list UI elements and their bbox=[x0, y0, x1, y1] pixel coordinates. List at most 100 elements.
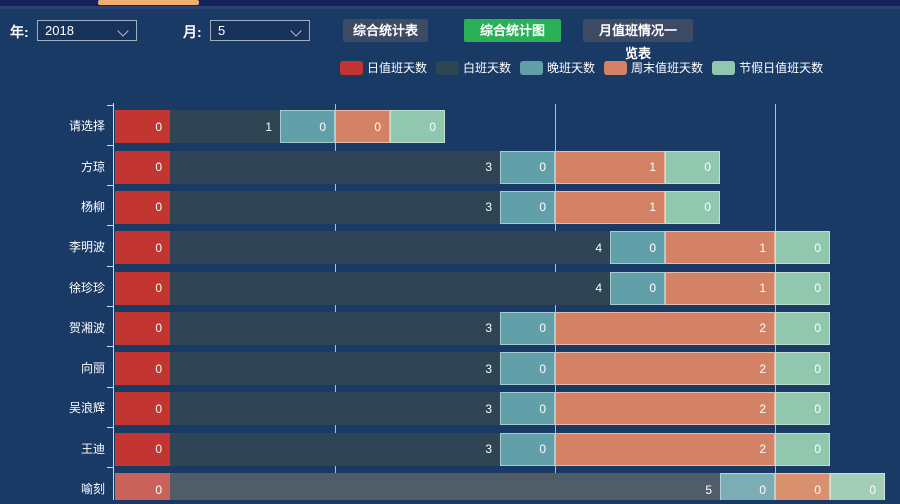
bar-value-label: 0 bbox=[319, 119, 326, 134]
bar-segment[interactable]: 0 bbox=[115, 432, 170, 466]
bar-segment[interactable]: 0 bbox=[775, 432, 830, 466]
bar-segment[interactable]: 3 bbox=[170, 432, 500, 466]
bar-segment[interactable]: 3 bbox=[170, 311, 500, 345]
bar-segment[interactable]: 0 bbox=[665, 190, 720, 224]
chart-legend: 日值班天数 白班天数 晚班天数 周末值班天数 节假日值班天数 bbox=[340, 59, 823, 76]
bar-value-label: 0 bbox=[814, 482, 821, 497]
legend-label: 节假日值班天数 bbox=[739, 61, 824, 75]
bar-segment[interactable]: 0 bbox=[500, 190, 555, 224]
bar-value-label: 0 bbox=[539, 361, 546, 376]
bar-segment[interactable]: 0 bbox=[115, 190, 170, 224]
bar-segment[interactable]: 0 bbox=[830, 473, 885, 500]
bar-segment[interactable]: 2 bbox=[555, 392, 775, 426]
bar-segment[interactable]: 1 bbox=[665, 271, 775, 305]
bar-segment[interactable]: 1 bbox=[665, 231, 775, 265]
bar-segment[interactable]: 0 bbox=[115, 231, 170, 265]
legend-item[interactable]: 白班天数 bbox=[436, 59, 511, 76]
bar-segment[interactable]: 0 bbox=[720, 473, 775, 500]
bar-value-label: 0 bbox=[814, 442, 821, 457]
bar-segment[interactable]: 0 bbox=[115, 271, 170, 305]
bar-segment[interactable]: 0 bbox=[500, 311, 555, 345]
bar-segment[interactable]: 2 bbox=[555, 352, 775, 386]
axis-tick bbox=[107, 346, 113, 348]
bar-segment[interactable]: 0 bbox=[115, 311, 170, 345]
bar-segment[interactable]: 2 bbox=[555, 311, 775, 345]
legend-item[interactable]: 晚班天数 bbox=[520, 59, 595, 76]
legend-label: 日值班天数 bbox=[367, 61, 428, 75]
year-select-value: 2018 bbox=[45, 23, 74, 38]
bar-segment[interactable]: 0 bbox=[115, 392, 170, 426]
legend-item[interactable]: 周末值班天数 bbox=[604, 59, 703, 76]
monthly-duty-list-button[interactable]: 月值班情况一览表 bbox=[583, 19, 693, 61]
legend-swatch bbox=[340, 60, 363, 75]
bar-segment[interactable]: 0 bbox=[665, 150, 720, 184]
axis-tick bbox=[107, 306, 113, 307]
axis-tick bbox=[107, 104, 113, 106]
bar-value-label: 0 bbox=[155, 119, 162, 134]
bar-segment[interactable]: 0 bbox=[115, 352, 170, 386]
bar-value-label: 0 bbox=[759, 482, 766, 497]
bar-row: 0 3 0 2 0 bbox=[0, 311, 900, 345]
y-axis-label: 向丽 bbox=[80, 361, 105, 376]
bar-row: 0 4 0 1 0 bbox=[0, 271, 900, 305]
bar-segment[interactable]: 3 bbox=[170, 190, 500, 224]
bar-value-label: 0 bbox=[155, 401, 162, 416]
legend-item[interactable]: 节假日值班天数 bbox=[712, 59, 823, 76]
summary-table-button[interactable]: 综合统计表 bbox=[343, 19, 428, 42]
bar-segment[interactable]: 0 bbox=[115, 150, 170, 184]
bar-segment[interactable]: 0 bbox=[775, 392, 830, 426]
bar-segment[interactable]: 0 bbox=[610, 271, 665, 305]
bar-value-label: 2 bbox=[759, 321, 766, 336]
bar-segment[interactable]: 0 bbox=[500, 352, 555, 386]
month-select[interactable]: 5 bbox=[210, 20, 310, 41]
bar-segment[interactable]: 3 bbox=[170, 392, 500, 426]
bar-segment[interactable]: 3 bbox=[170, 352, 500, 386]
y-axis-label: 李明波 bbox=[68, 240, 105, 255]
bar-value-label: 3 bbox=[485, 200, 492, 215]
scrollbar-thumb[interactable] bbox=[98, 0, 199, 5]
bar-segment[interactable]: 4 bbox=[170, 231, 610, 265]
bar-value-label: 0 bbox=[539, 160, 546, 175]
legend-swatch bbox=[520, 60, 544, 75]
bar-segment[interactable]: 0 bbox=[390, 110, 445, 144]
bar-value-label: 0 bbox=[539, 401, 546, 416]
bar-segment[interactable]: 1 bbox=[555, 150, 665, 184]
bar-value-label: 0 bbox=[155, 200, 162, 215]
bar-row: 0 3 0 2 0 bbox=[0, 432, 900, 466]
y-axis-label: 喻刻 bbox=[80, 482, 105, 496]
bar-segment[interactable]: 0 bbox=[115, 473, 170, 500]
bar-segment[interactable]: 0 bbox=[500, 150, 555, 184]
bar-value-label: 0 bbox=[374, 119, 381, 134]
bar-segment[interactable]: 3 bbox=[170, 150, 500, 184]
legend-swatch bbox=[712, 60, 736, 75]
bar-segment[interactable]: 0 bbox=[775, 231, 830, 265]
axis-tick bbox=[107, 185, 113, 187]
bar-value-label: 0 bbox=[649, 281, 656, 295]
bar-segment[interactable]: 0 bbox=[335, 110, 390, 144]
legend-item[interactable]: 日值班天数 bbox=[340, 59, 427, 76]
bar-segment[interactable]: 2 bbox=[555, 432, 775, 466]
bar-value-label: 1 bbox=[265, 119, 272, 134]
bar-segment[interactable]: 0 bbox=[280, 110, 335, 144]
bar-segment[interactable]: 0 bbox=[500, 432, 555, 466]
bar-segment[interactable]: 1 bbox=[170, 110, 280, 144]
bar-segment[interactable]: 4 bbox=[170, 271, 610, 305]
bar-segment[interactable]: 0 bbox=[775, 473, 830, 500]
bar-segment[interactable]: 0 bbox=[115, 110, 170, 144]
bar-segment[interactable]: 0 bbox=[610, 231, 665, 265]
axis-tick bbox=[107, 225, 113, 227]
bar-segment[interactable]: 0 bbox=[500, 392, 555, 426]
year-select[interactable]: 2018 bbox=[37, 20, 137, 41]
bar-value-label: 0 bbox=[155, 240, 162, 255]
bar-value-label: 0 bbox=[869, 482, 876, 497]
bar-segment[interactable]: 5 bbox=[170, 473, 720, 500]
summary-chart-button[interactable]: 综合统计图 bbox=[464, 19, 561, 42]
bar-segment[interactable]: 0 bbox=[775, 352, 830, 386]
top-divider bbox=[0, 6, 900, 9]
filter-toolbar: 年: 2018 月: 5 综合统计表 综合统计图 月值班情况一览表 bbox=[0, 18, 900, 61]
bar-segment[interactable]: 0 bbox=[775, 311, 830, 345]
bar-segment[interactable]: 0 bbox=[775, 271, 830, 305]
bar-segment[interactable]: 1 bbox=[555, 190, 665, 224]
top-scrollbar-track[interactable] bbox=[0, 0, 900, 6]
axis-tick bbox=[107, 386, 113, 388]
